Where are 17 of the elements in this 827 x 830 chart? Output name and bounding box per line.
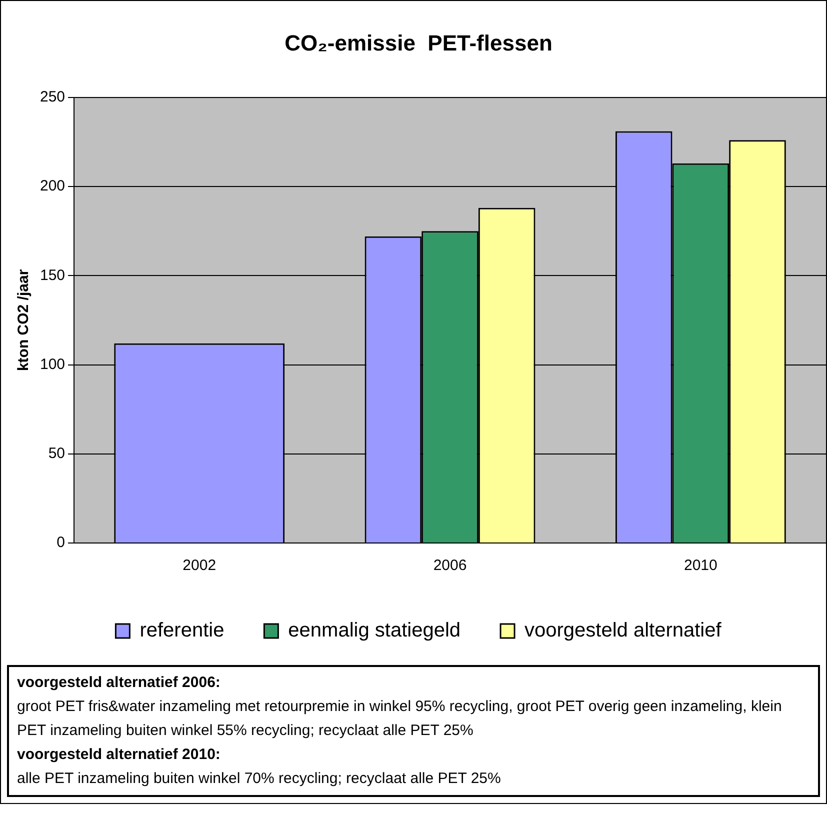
chart-title: CO₂-emissie PET-flessen xyxy=(284,30,552,56)
x-tick-label: 2006 xyxy=(433,557,467,574)
y-tick-label: 200 xyxy=(40,178,66,195)
text: voorgesteld alternatief 2006: xyxy=(17,673,222,693)
y-axis-title: kton CO2 /jaar xyxy=(15,269,32,372)
x-tick-label: 2002 xyxy=(182,557,216,574)
legend-label: referentie xyxy=(140,620,224,642)
y-tick-label: 250 xyxy=(40,88,66,106)
x-tick-label: 2010 xyxy=(684,557,718,574)
y-tick-label: 150 xyxy=(40,266,66,284)
y-tick-label: 50 xyxy=(48,445,66,462)
y-tick-label: 0 xyxy=(56,534,66,552)
legend-label: eenmalig statiegeld xyxy=(288,620,461,642)
y-tick-label: 100 xyxy=(40,356,66,373)
text: alle PET inzameling buiten winkel 70% recycling; recyclaat alle PET 25% xyxy=(17,769,502,789)
text: voorgesteld alternatief 2010: xyxy=(17,745,222,765)
legend-label: voorgesteld alternatief xyxy=(524,620,722,642)
